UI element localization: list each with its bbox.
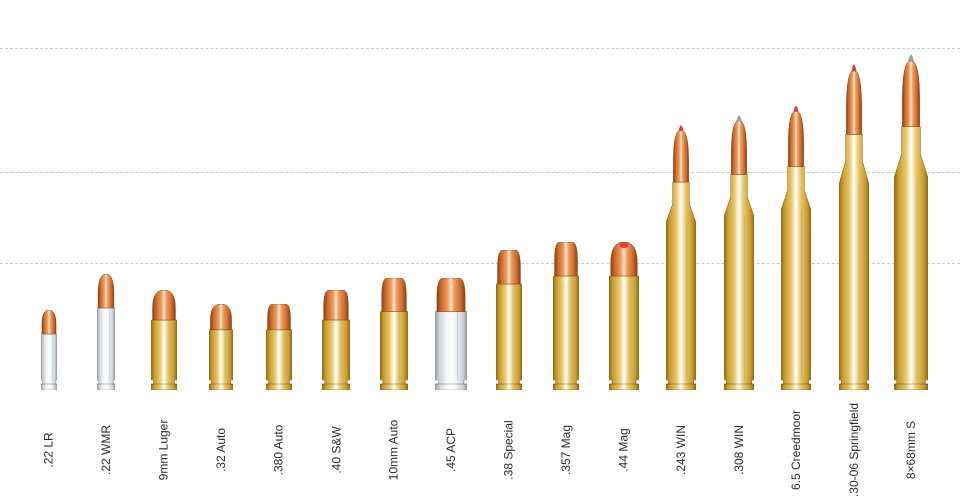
cartridge-icon <box>435 278 467 390</box>
label-cell: .32 Auto <box>194 395 248 409</box>
label-cell: .357 Mag <box>539 395 593 409</box>
cartridge <box>79 274 133 390</box>
cartridge <box>827 58 881 390</box>
cartridge-icon <box>553 242 579 390</box>
label-cell: 8×68mm S <box>884 395 938 409</box>
label-cell: .243 WIN <box>654 395 708 409</box>
cartridge-icon <box>209 304 233 390</box>
label-cell: 6.5 Creedmoor <box>769 395 823 409</box>
label-cell: .38 Special <box>482 395 536 409</box>
cartridge-label: 8×68mm S <box>904 421 918 479</box>
cartridge-label: 9mm Luger <box>157 420 171 481</box>
label-cell: 9mm Luger <box>137 395 191 409</box>
cartridge-icon <box>151 290 177 390</box>
cartridge <box>654 120 708 390</box>
cartridge-icon <box>609 242 639 390</box>
cartridge <box>424 278 478 390</box>
cartridge-icon <box>41 310 57 390</box>
cartridge-icon <box>781 100 811 390</box>
cartridge-label: .243 WIN <box>674 425 688 475</box>
cartridge-label: .380 Auto <box>272 425 286 476</box>
cartridge-icon <box>322 290 350 390</box>
cartridge <box>309 290 363 390</box>
cartridge-icon <box>380 278 408 390</box>
cartridge-size-chart <box>20 10 940 390</box>
cartridge-label: .38 Special <box>502 420 516 479</box>
cartridge-label: .40 S&W <box>329 426 343 473</box>
cartridge-row <box>20 10 940 390</box>
label-cell: .380 Auto <box>252 395 306 409</box>
cartridge <box>194 304 248 390</box>
cartridge-label: .45 ACP <box>444 428 458 472</box>
cartridge-icon <box>266 304 292 390</box>
cartridge <box>884 48 938 390</box>
cartridge <box>597 242 651 390</box>
cartridge-label: 10mm Auto <box>387 420 401 481</box>
cartridge-icon <box>724 110 754 390</box>
label-row: .22 LR.22 WMR 9mm Luger.32 Auto .380 Auto.… <box>20 395 940 409</box>
cartridge-icon <box>97 274 115 390</box>
cartridge-icon <box>894 48 928 390</box>
label-cell: .44 Mag <box>597 395 651 409</box>
label-cell: .30-06 Springfield <box>827 395 881 409</box>
label-cell: .22 LR <box>22 395 76 409</box>
label-cell: .308 WIN <box>712 395 766 409</box>
label-cell: 10mm Auto <box>367 395 421 409</box>
label-cell: .22 WMR <box>79 395 133 409</box>
cartridge-icon <box>666 120 696 390</box>
cartridge-icon <box>496 250 522 390</box>
cartridge-label: .22 WMR <box>99 425 113 475</box>
label-cell: .40 S&W <box>309 395 363 409</box>
cartridge-label: .357 Mag <box>559 425 573 475</box>
cartridge <box>367 278 421 390</box>
cartridge <box>539 242 593 390</box>
cartridge-label: .308 WIN <box>732 425 746 475</box>
cartridge-label: 6.5 Creedmoor <box>789 410 803 490</box>
cartridge <box>482 250 536 390</box>
cartridge <box>137 290 191 390</box>
cartridge <box>769 100 823 390</box>
cartridge-label: .30-06 Springfield <box>847 403 861 497</box>
cartridge-icon <box>839 58 869 390</box>
cartridge-label: .32 Auto <box>214 428 228 472</box>
cartridge-label: .22 LR <box>42 432 56 467</box>
label-cell: .45 ACP <box>424 395 478 409</box>
cartridge <box>712 110 766 390</box>
cartridge-label: .44 Mag <box>617 428 631 471</box>
cartridge <box>22 310 76 390</box>
cartridge <box>252 304 306 390</box>
